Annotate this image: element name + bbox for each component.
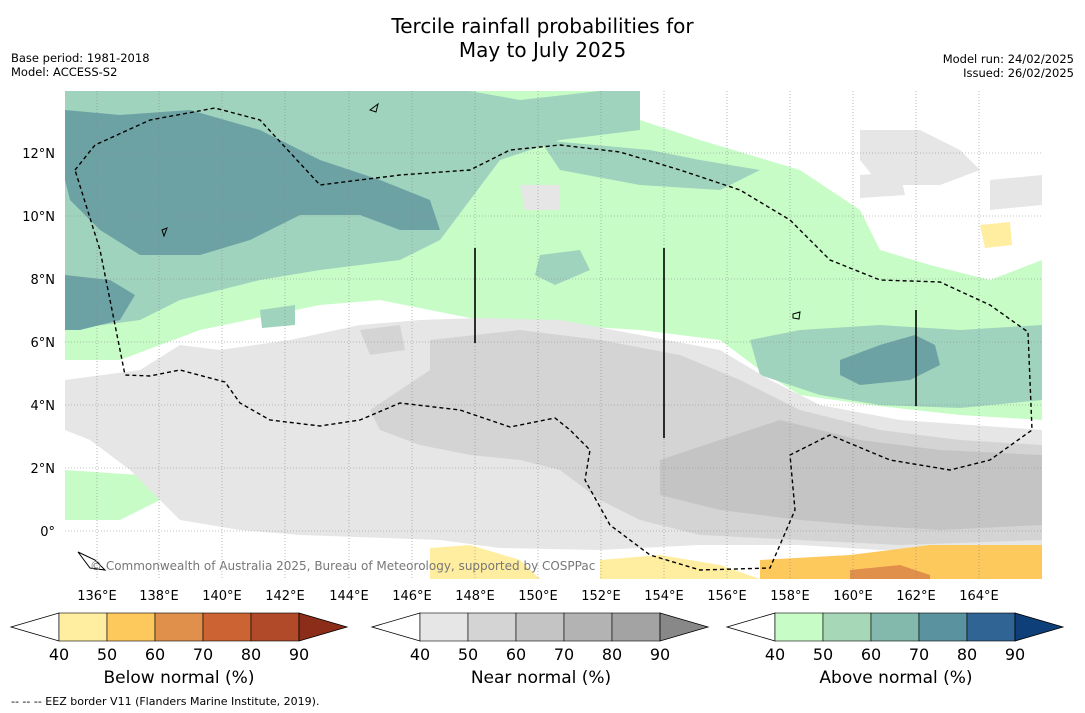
probability-field (65, 91, 1042, 579)
below-normal-label: Below normal (%) (103, 668, 255, 688)
colorbar-tick-label: 60 (145, 645, 165, 664)
lat-tick-label: 8°N (31, 273, 56, 288)
title-line-2: May to July 2025 (458, 38, 627, 62)
model-info: Base period: 1981-2018 Model: ACCESS-S2 (11, 51, 150, 79)
colorbar-tick-label: 60 (506, 645, 526, 664)
colorbar-segment (822, 612, 872, 642)
lat-tick-label: 6°N (31, 336, 56, 351)
near-normal-label: Near normal (%) (470, 668, 612, 688)
eez-border (74, 107, 1033, 571)
colorbar-tick-label: 70 (554, 645, 574, 664)
lat-tick-label: 0° (40, 525, 55, 540)
colorbar-near-normal: 40 50 60 70 80 90 (370, 612, 710, 664)
colorbar-segment (611, 612, 661, 642)
lon-tick-label: 150°E (518, 589, 558, 604)
map-gridlines (65, 91, 1042, 579)
colorbar-below-normal: 40 50 60 70 80 90 (9, 612, 349, 664)
colorbar-max-arrow (659, 612, 710, 642)
colorbar-tick-label: 80 (957, 645, 977, 664)
colorbar-segment (106, 612, 156, 642)
map-title: Tercile rainfall probabilities for May t… (0, 14, 1085, 62)
colorbar-segment (58, 612, 108, 642)
colorbar-tick-label: 70 (909, 645, 929, 664)
lon-tick-label: 156°E (707, 589, 747, 604)
colorbar-tick-label: 90 (289, 645, 309, 664)
run-info: Model run: 24/02/2025 Issued: 26/02/2025 (943, 52, 1074, 80)
model-run-text: Model run: 24/02/2025 (942, 52, 1074, 66)
colorbar-segment (870, 612, 920, 642)
colorbar-tick-label: 40 (49, 645, 69, 664)
colorbar-segment (250, 612, 300, 642)
lon-tick-label: 136°E (77, 589, 117, 604)
issued-text: Issued: 26/02/2025 (963, 66, 1074, 80)
colorbar-tick-label: 80 (602, 645, 622, 664)
above-normal-label: Above normal (%) (819, 668, 973, 688)
colorbar-segment (563, 612, 613, 642)
lon-tick-label: 152°E (581, 589, 621, 604)
latitude-tick-labels: 12°N 10°N 8°N 6°N 4°N 2°N 0° (22, 147, 55, 540)
colorbar-tick-label: 90 (1005, 645, 1025, 664)
longitude-tick-labels: 136°E 138°E 140°E 142°E 144°E 146°E 148°E 150°E… (77, 589, 999, 604)
base-period-text: Base period: 1981-2018 (11, 51, 150, 65)
colorbar-segment (966, 612, 1016, 642)
title-line-1: Tercile rainfall probabilities for (391, 14, 694, 38)
colorbar-tick-label: 80 (241, 645, 261, 664)
lon-tick-label: 160°E (833, 589, 873, 604)
lon-tick-label: 154°E (644, 589, 684, 604)
copyright-text: © Commonwealth of Australia 2025, Bureau… (90, 559, 595, 573)
colorbar-min-arrow (725, 612, 776, 642)
colorbar-segment (419, 612, 469, 642)
lat-tick-label: 2°N (31, 462, 56, 477)
lon-tick-label: 158°E (770, 589, 810, 604)
colorbar-min-arrow (370, 612, 421, 642)
colorbar-segment (515, 612, 565, 642)
coastlines (77, 102, 801, 571)
model-name-text: Model: ACCESS-S2 (11, 65, 118, 79)
colorbar-min-arrow (9, 612, 60, 642)
lon-tick-label: 140°E (202, 589, 242, 604)
colorbar-tick-label: 50 (97, 645, 117, 664)
colorbar-tick-label: 50 (813, 645, 833, 664)
colorbar-tick-label: 40 (765, 645, 785, 664)
colorbar-segment (467, 612, 517, 642)
colorbar-tick-label: 40 (410, 645, 430, 664)
colorbar-segment (918, 612, 968, 642)
colorbar-above-normal: 40 50 60 70 80 90 (725, 612, 1065, 664)
colorbar-tick-label: 70 (193, 645, 213, 664)
eez-footnote: -- -- -- EEZ border V11 (Flanders Marine… (11, 695, 320, 708)
lon-tick-label: 162°E (896, 589, 936, 604)
lon-tick-label: 146°E (392, 589, 432, 604)
lat-tick-label: 10°N (22, 210, 55, 225)
colorbar-max-arrow (298, 612, 349, 642)
colorbar-segment (774, 612, 824, 642)
colorbar-tick-label: 60 (861, 645, 881, 664)
colorbar-segment (202, 612, 252, 642)
lon-tick-label: 164°E (959, 589, 999, 604)
lat-tick-label: 4°N (31, 399, 56, 414)
lon-tick-label: 148°E (455, 589, 495, 604)
island-markers (474, 248, 917, 438)
colorbar-tick-label: 90 (650, 645, 670, 664)
lon-tick-label: 142°E (265, 589, 305, 604)
lon-tick-label: 138°E (139, 589, 179, 604)
colorbar-segment (154, 612, 204, 642)
lon-tick-label: 144°E (329, 589, 369, 604)
lat-tick-label: 12°N (22, 147, 55, 162)
colorbar-tick-label: 50 (458, 645, 478, 664)
colorbar-max-arrow (1014, 612, 1065, 642)
